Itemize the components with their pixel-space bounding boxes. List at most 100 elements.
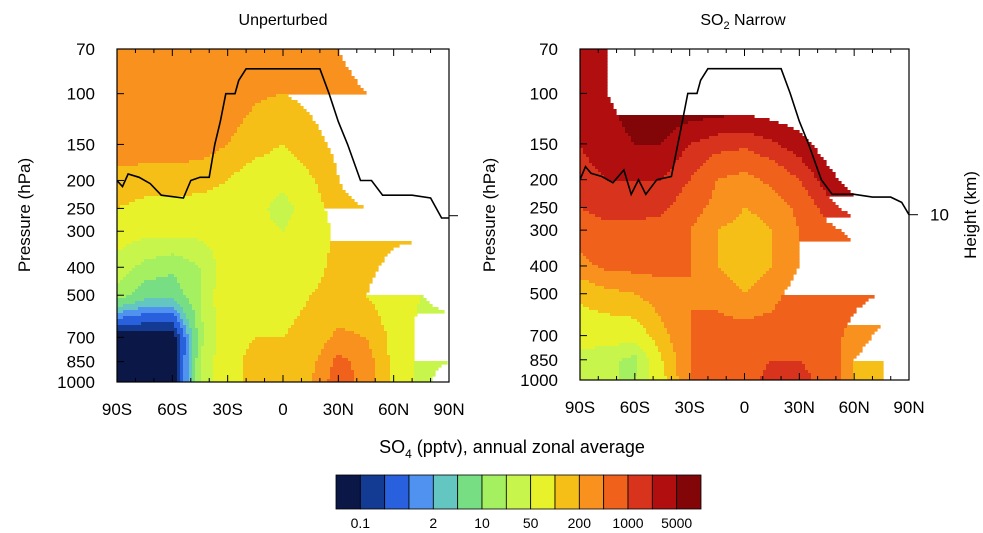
contour-cell bbox=[622, 358, 638, 362]
contour-cell bbox=[712, 196, 782, 200]
contour-cell bbox=[619, 364, 638, 368]
contour-cell bbox=[691, 238, 719, 242]
contour-cell bbox=[177, 373, 181, 377]
contour-cell bbox=[823, 187, 848, 191]
contour-cell bbox=[219, 148, 274, 152]
contour-cell bbox=[171, 253, 175, 257]
x-tick-label: 30N bbox=[784, 398, 815, 417]
contour-cell bbox=[117, 136, 232, 140]
contour-cell bbox=[330, 370, 355, 374]
contour-cell bbox=[841, 349, 863, 353]
contour-cell bbox=[285, 229, 331, 233]
contour-cell bbox=[117, 289, 136, 293]
contour-cell bbox=[117, 256, 157, 260]
contour-cell bbox=[742, 289, 749, 293]
contour-cell bbox=[414, 379, 433, 382]
contour-cell bbox=[183, 370, 190, 374]
contour-cell bbox=[580, 337, 653, 341]
contour-cell bbox=[751, 286, 788, 290]
contour-cell bbox=[117, 139, 232, 143]
contour-cell bbox=[216, 328, 289, 332]
contour-cell bbox=[733, 280, 758, 284]
contour-cell bbox=[643, 325, 665, 329]
contour-cell bbox=[580, 52, 608, 56]
contour-cell bbox=[192, 373, 196, 377]
contour-cell bbox=[189, 160, 253, 164]
contour-cell bbox=[318, 283, 370, 287]
contour-cell bbox=[291, 217, 328, 221]
contour-cell bbox=[117, 100, 262, 104]
contour-cell bbox=[580, 274, 653, 278]
contour-cell bbox=[117, 334, 175, 338]
y-tick-label: 400 bbox=[67, 258, 95, 277]
contour-cell bbox=[580, 64, 608, 68]
contour-cell bbox=[213, 298, 310, 302]
contour-cell bbox=[198, 355, 202, 359]
contour-cell bbox=[183, 367, 190, 371]
contour-cell bbox=[811, 373, 842, 377]
contour-cell bbox=[117, 202, 130, 206]
contour-cell bbox=[117, 121, 244, 125]
contour-cell bbox=[808, 370, 842, 374]
contour-cell bbox=[655, 340, 671, 344]
panel-title-unperturbed: Unperturbed bbox=[239, 12, 328, 29]
contour-cell bbox=[414, 373, 436, 377]
contour-cell bbox=[580, 121, 623, 125]
contour-cell bbox=[117, 70, 352, 74]
contour-cell bbox=[213, 256, 328, 260]
contour-cell bbox=[799, 178, 818, 182]
contour-cell bbox=[682, 124, 788, 128]
y-tick-label: 100 bbox=[67, 85, 95, 104]
contour-cell bbox=[192, 343, 199, 347]
contour-cell bbox=[580, 187, 683, 191]
contour-cell bbox=[586, 154, 683, 158]
contour-cell bbox=[117, 274, 127, 278]
contour-cell bbox=[321, 349, 373, 353]
contour-cell bbox=[414, 364, 442, 368]
contour-cell bbox=[676, 196, 713, 200]
contour-cell bbox=[144, 298, 175, 302]
contour-cell bbox=[790, 205, 818, 209]
contour-cell bbox=[117, 109, 253, 113]
contour-cell bbox=[580, 112, 617, 116]
contour-cell bbox=[387, 349, 415, 353]
contour-cell bbox=[844, 328, 878, 332]
contour-cell bbox=[661, 214, 701, 218]
contour-cell bbox=[847, 325, 881, 329]
contour-cell bbox=[375, 367, 391, 371]
contour-cell bbox=[387, 346, 415, 350]
contour-field bbox=[580, 49, 884, 380]
contour-cell bbox=[120, 205, 271, 209]
contour-cell bbox=[117, 262, 142, 266]
contour-cell bbox=[318, 286, 370, 290]
contour-cell bbox=[192, 358, 196, 362]
contour-cell bbox=[589, 280, 734, 284]
contour-cell bbox=[180, 334, 184, 338]
contour-cell bbox=[201, 289, 214, 293]
contour-plot-so2-narrow: 90S 60S 30S 0 30N 60N 90N 70 100 150 200 250 300 400 5… bbox=[520, 40, 949, 417]
contour-cell bbox=[652, 274, 692, 278]
contour-cell bbox=[117, 85, 361, 89]
contour-cell bbox=[189, 364, 193, 368]
height-axis-label: Height (km) bbox=[961, 171, 980, 259]
contour-cell bbox=[772, 238, 800, 242]
contour-cell bbox=[649, 361, 665, 365]
contour-cell bbox=[580, 148, 584, 152]
contour-cell bbox=[201, 277, 217, 281]
contour-cell bbox=[580, 199, 677, 203]
contour-cell bbox=[186, 313, 196, 317]
contour-cell bbox=[177, 316, 181, 320]
contour-cell bbox=[796, 154, 821, 158]
contour-cell bbox=[580, 61, 608, 65]
contour-cell bbox=[580, 247, 692, 251]
contour-cell bbox=[327, 379, 355, 382]
contour-cell bbox=[213, 361, 244, 365]
contour-cell bbox=[691, 256, 719, 260]
contour-cell bbox=[117, 244, 127, 248]
contour-cell bbox=[390, 373, 415, 377]
contour-cell bbox=[619, 367, 638, 371]
contour-cell bbox=[117, 184, 220, 188]
contour-cell bbox=[580, 142, 635, 146]
contour-cell bbox=[354, 379, 376, 382]
contour-cell bbox=[631, 355, 638, 359]
